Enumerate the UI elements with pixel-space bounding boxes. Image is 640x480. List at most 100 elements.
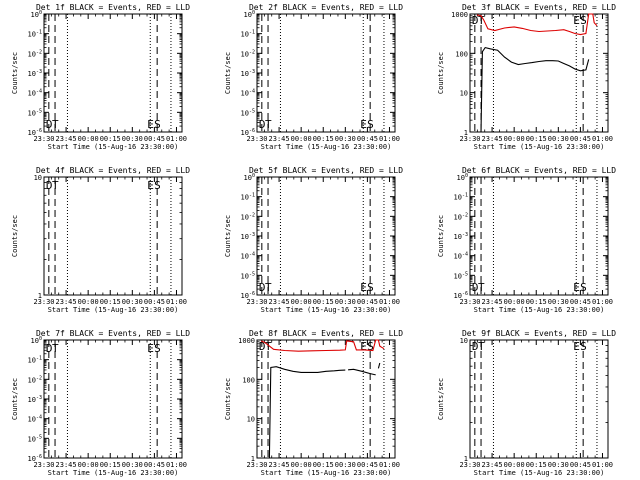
x-tick-label: 23:45 xyxy=(56,135,77,143)
x-tick-label: 00:00 xyxy=(78,298,99,306)
y-tick-label: 10-6 xyxy=(241,291,255,300)
x-tick-label: 23:30 xyxy=(33,135,54,143)
y-tick-label: 10-6 xyxy=(28,454,42,463)
x-tick-label: 00:15 xyxy=(313,135,334,143)
y-tick-label: 10-4 xyxy=(241,89,255,98)
x-tick-label: 23:30 xyxy=(459,135,480,143)
x-tick-label: 01:00 xyxy=(592,298,613,306)
event-label: S xyxy=(367,281,374,294)
y-tick-label: 10-3 xyxy=(241,69,255,78)
plot-frame xyxy=(43,339,183,459)
x-tick-label: 23:45 xyxy=(269,298,290,306)
chart-panel-1: Det 1f BLACK = Events, RED = LLD 10-6 10-5… xyxy=(11,3,190,151)
x-tick-label: 00:45 xyxy=(144,461,165,469)
event-label: T xyxy=(265,118,272,131)
x-tick-label: 00:15 xyxy=(526,298,547,306)
x-tick-label: 00:30 xyxy=(122,135,143,143)
y-tick-label: 10-5 xyxy=(454,271,468,280)
y-axis-label: Counts/sec xyxy=(224,378,232,420)
y-tick-label: 10-1 xyxy=(454,193,468,202)
y-tick-label: 1000 xyxy=(238,337,255,345)
x-tick-label: 00:00 xyxy=(291,461,312,469)
x-tick-label: 00:30 xyxy=(122,461,143,469)
x-tick-label: 00:00 xyxy=(504,135,525,143)
x-tick-label: 00:15 xyxy=(100,135,121,143)
y-axis-label: Counts/sec xyxy=(224,52,232,94)
x-tick-label: 23:30 xyxy=(459,298,480,306)
x-axis-label: Start Time (15-Aug-16 23:30:00) xyxy=(474,143,605,151)
chart-title: Det 4f BLACK = Events, RED = LLD xyxy=(36,166,190,175)
y-tick-label: 10-2 xyxy=(28,375,42,384)
series-line-lld xyxy=(476,13,598,36)
event-label: S xyxy=(580,340,587,353)
event-label: T xyxy=(52,118,59,131)
event-label: E xyxy=(147,118,154,131)
event-label: D xyxy=(46,118,53,131)
event-label: S xyxy=(367,118,374,131)
event-label: S xyxy=(580,14,587,27)
event-label: T xyxy=(265,281,272,294)
x-tick-label: 00:45 xyxy=(144,135,165,143)
event-label: D xyxy=(472,14,479,27)
event-label: T xyxy=(52,179,59,192)
x-tick-label: 00:45 xyxy=(570,135,591,143)
event-label: S xyxy=(580,281,587,294)
y-tick-label: 100 xyxy=(31,336,42,345)
x-tick-label: 23:45 xyxy=(56,298,77,306)
event-label: D xyxy=(472,340,479,353)
chart-panel-9: Det 9f BLACK = Events, RED = LLD 1 10 23:30… xyxy=(437,329,616,477)
series-line-events xyxy=(480,46,590,133)
y-tick-label: 10 xyxy=(34,174,42,182)
y-axis-label: Counts/sec xyxy=(437,52,445,94)
y-tick-label: 1 xyxy=(38,292,42,300)
y-axis-label: Counts/sec xyxy=(224,215,232,257)
x-tick-label: 00:30 xyxy=(335,298,356,306)
x-tick-label: 00:30 xyxy=(548,298,569,306)
x-tick-label: 23:45 xyxy=(56,461,77,469)
y-tick-label: 10-1 xyxy=(241,193,255,202)
x-tick-label: 00:15 xyxy=(313,461,334,469)
event-label: E xyxy=(147,179,154,192)
x-tick-label: 00:00 xyxy=(78,135,99,143)
x-axis-label: Start Time (15-Aug-16 23:30:00) xyxy=(48,143,179,151)
x-tick-label: 00:15 xyxy=(100,461,121,469)
y-tick-label: 10 xyxy=(460,90,468,98)
y-tick-label: 100 xyxy=(242,376,255,384)
x-tick-label: 00:00 xyxy=(504,461,525,469)
x-tick-label: 00:45 xyxy=(570,298,591,306)
chart-panel-8: Det 8f BLACK = Events, RED = LLD 1 10 100 10… xyxy=(224,329,403,477)
x-tick-label: 00:00 xyxy=(291,298,312,306)
y-tick-label: 10-6 xyxy=(241,128,255,137)
y-tick-label: 100 xyxy=(244,10,255,19)
x-tick-label: 00:45 xyxy=(357,461,378,469)
y-tick-label: 10-6 xyxy=(454,291,468,300)
x-tick-label: 23:30 xyxy=(246,298,267,306)
x-tick-label: 01:00 xyxy=(379,135,400,143)
plot-frame xyxy=(256,339,396,459)
x-tick-label: 23:30 xyxy=(459,461,480,469)
y-tick-label: 10 xyxy=(460,337,468,345)
event-label: E xyxy=(573,14,580,27)
x-axis-label: Start Time (15-Aug-16 23:30:00) xyxy=(48,469,179,477)
x-axis-label: Start Time (15-Aug-16 23:30:00) xyxy=(48,306,179,314)
chart-title: Det 9f BLACK = Events, RED = LLD xyxy=(462,329,616,338)
event-label: E xyxy=(573,340,580,353)
plot-frame xyxy=(469,339,609,459)
chart-panel-5: Det 5f BLACK = Events, RED = LLD 10-6 10-5… xyxy=(224,166,403,314)
x-tick-label: 23:30 xyxy=(246,135,267,143)
x-axis-label: Start Time (15-Aug-16 23:30:00) xyxy=(474,469,605,477)
y-axis-label: Counts/sec xyxy=(11,52,19,94)
x-tick-label: 01:00 xyxy=(166,298,187,306)
chart-panel-2: Det 2f BLACK = Events, RED = LLD 10-6 10-5… xyxy=(224,3,403,151)
x-tick-label: 23:30 xyxy=(33,298,54,306)
y-tick-label: 10-6 xyxy=(28,128,42,137)
event-label: E xyxy=(573,281,580,294)
y-tick-label: 10-5 xyxy=(28,108,42,117)
y-axis-label: Counts/sec xyxy=(11,215,19,257)
event-label: E xyxy=(147,342,154,355)
y-tick-label: 10-5 xyxy=(28,434,42,443)
x-tick-label: 00:45 xyxy=(357,135,378,143)
x-tick-label: 01:00 xyxy=(379,298,400,306)
x-axis-label: Start Time (15-Aug-16 23:30:00) xyxy=(261,306,392,314)
event-label: S xyxy=(154,118,161,131)
